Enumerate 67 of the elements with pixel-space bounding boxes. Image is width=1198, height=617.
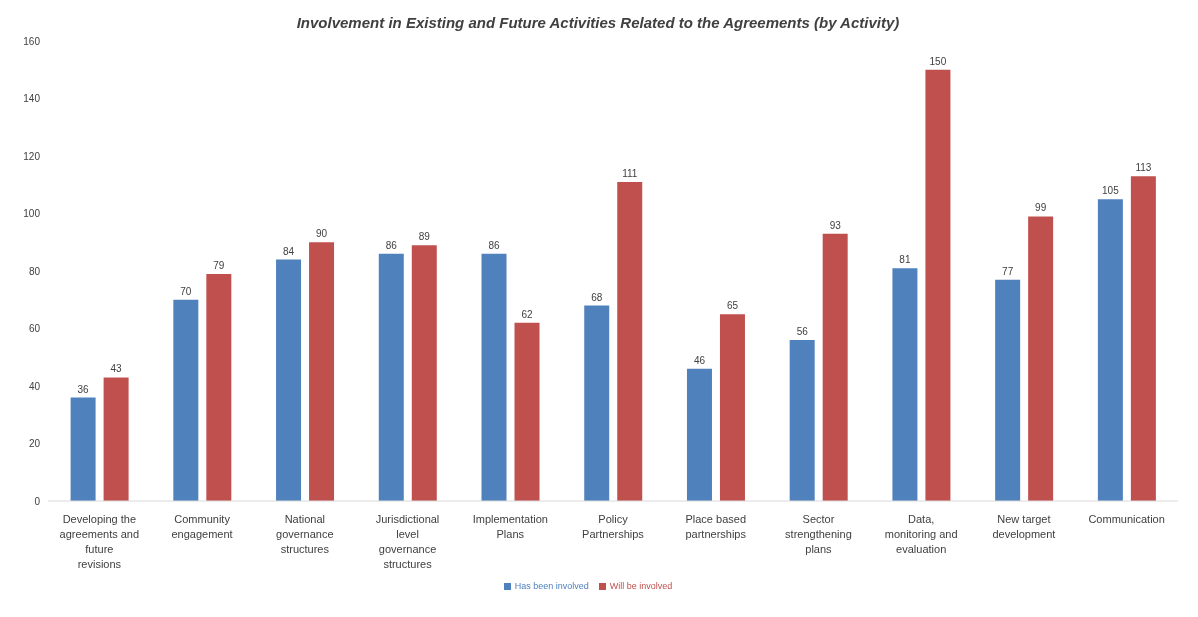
bar (309, 242, 335, 501)
y-tick-label: 100 (23, 208, 41, 220)
legend-label: Has been involved (514, 581, 589, 591)
bar (276, 259, 302, 501)
x-tick-label: Developing the agreements and future revisions (59, 513, 140, 570)
data-label: 68 (591, 291, 603, 303)
chart-title: Involvement in Existing and Future Activities Related to the Agreements (by Activity) (295, 14, 901, 31)
y-tick-label: 140 (23, 93, 41, 105)
data-label: 90 (315, 228, 328, 240)
bar (481, 253, 507, 501)
data-label: 79 (213, 259, 225, 271)
bar (1097, 199, 1123, 501)
x-tick-label: Communication (1088, 513, 1165, 525)
bar (584, 305, 610, 501)
data-label: 81 (899, 254, 911, 266)
y-tick-label: 20 (28, 438, 41, 450)
data-label: 113 (1135, 162, 1152, 174)
data-label: 36 (77, 383, 90, 395)
x-tick-label: National governance structures (276, 513, 334, 555)
y-tick-label: 60 (28, 323, 41, 335)
x-tick-label: New target development (992, 513, 1056, 540)
bar (995, 279, 1021, 501)
data-label: 62 (521, 308, 534, 320)
data-label: 46 (693, 354, 706, 366)
data-label: 89 (418, 231, 431, 243)
x-tick-label: Community engagement (171, 513, 233, 540)
data-label: 65 (726, 300, 739, 312)
bar (514, 322, 540, 501)
x-tick-label: Implementation Plans (472, 513, 548, 540)
bar (206, 273, 232, 501)
data-label: 150 (929, 55, 947, 67)
data-label: 70 (180, 285, 192, 297)
data-label: 105 (1102, 185, 1120, 197)
bar (719, 314, 745, 501)
data-label: 77 (1002, 265, 1014, 277)
data-label: 99 (1035, 202, 1047, 214)
bar (617, 181, 643, 501)
data-label: 86 (385, 239, 398, 251)
y-tick-label: 160 (23, 35, 41, 47)
bar (686, 368, 712, 501)
y-tick-label: 40 (28, 380, 41, 392)
bar (1028, 216, 1054, 501)
data-label: 43 (110, 363, 123, 375)
bar (1130, 176, 1156, 501)
data-label: 84 (282, 245, 295, 257)
data-label: 86 (488, 239, 501, 251)
data-label: 93 (829, 219, 842, 231)
bar (789, 340, 815, 501)
x-tick-label: Data, monitoring and evaluation (884, 513, 958, 555)
x-tick-label: Place based partnerships (685, 513, 747, 540)
y-tick-label: 0 (34, 495, 41, 507)
bar (173, 299, 199, 501)
bar (103, 377, 129, 501)
bar (70, 397, 96, 501)
data-label: 56 (796, 326, 809, 337)
bar (822, 233, 848, 501)
y-tick-label: 80 (28, 265, 41, 277)
bar (925, 69, 951, 501)
data-label: 111 (622, 167, 638, 179)
x-tick-label: Policy Partnerships (582, 513, 645, 540)
y-tick-label: 120 (23, 150, 41, 162)
bar (411, 245, 437, 501)
bar (892, 268, 918, 501)
bar (378, 253, 404, 501)
x-tick-label: Jurisdictional level governance structures (375, 513, 440, 570)
x-tick-label: Sector strengthening plans (785, 513, 852, 555)
legend-label: Will be involved (609, 581, 673, 591)
